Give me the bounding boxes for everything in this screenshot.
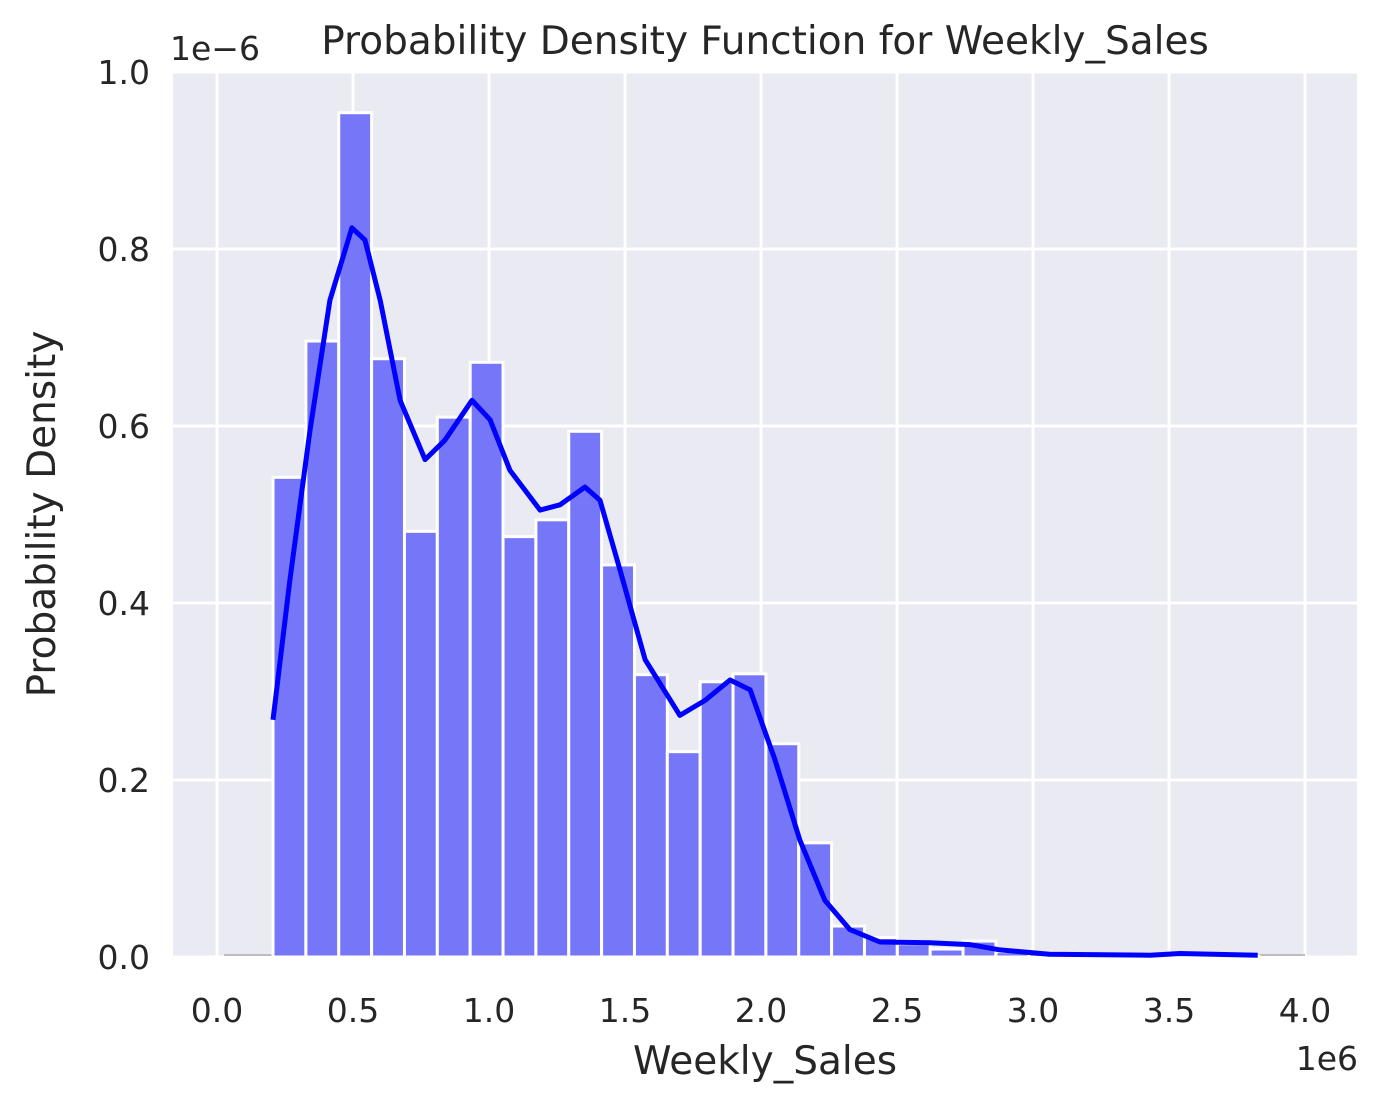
x-axis-label: Weekly_Sales <box>633 1039 897 1084</box>
histogram-bar <box>895 942 932 959</box>
histogram-bar <box>567 429 604 959</box>
histogram-bar <box>304 339 341 959</box>
y-tick-label: 0.6 <box>98 407 150 446</box>
chart-title: Probability Density Function for Weekly_… <box>321 19 1209 64</box>
kde-curve <box>270 225 1258 958</box>
x-tick-label: 3.5 <box>1143 991 1195 1030</box>
x-tick-label: 2.0 <box>735 991 787 1030</box>
histogram-bar <box>632 673 669 959</box>
x-tick-label: 1.0 <box>463 991 515 1030</box>
histogram-bar <box>665 750 702 959</box>
histogram-bar <box>402 529 439 959</box>
histogram-bar <box>534 518 571 959</box>
histogram-bars <box>271 111 1261 959</box>
y-tick-label: 0.8 <box>98 230 150 269</box>
y-offset-label: 1e−6 <box>170 29 260 68</box>
y-tick-label: 1.0 <box>98 53 150 92</box>
histogram-bar <box>501 535 538 959</box>
y-tick-label: 0.2 <box>98 761 150 800</box>
y-tick-label: 0.0 <box>98 938 150 977</box>
y-axis-label: Probability Density <box>20 331 65 698</box>
y-tick-labels: 0.0 0.2 0.4 0.6 0.8 1.0 <box>98 53 150 977</box>
histogram-bar <box>698 680 735 959</box>
histogram-bar <box>370 357 406 959</box>
x-offset-label: 1e6 <box>1296 1039 1358 1078</box>
x-tick-labels: 0.0 0.5 1.0 1.5 2.0 2.5 3.0 3.5 4.0 <box>191 991 1331 1030</box>
x-tick-label: 4.0 <box>1279 991 1331 1030</box>
x-tick-label: 2.5 <box>871 991 923 1030</box>
x-tick-label: 0.0 <box>191 991 243 1030</box>
x-tick-label: 1.5 <box>599 991 651 1030</box>
histogram-bar <box>928 947 965 959</box>
histogram-bar <box>271 475 308 959</box>
histogram-bar <box>435 415 472 959</box>
x-tick-label: 3.0 <box>1007 991 1059 1030</box>
y-tick-label: 0.4 <box>98 584 150 623</box>
histogram-bar <box>600 563 636 959</box>
x-tick-label: 0.5 <box>327 991 379 1030</box>
histogram-bar <box>468 360 505 959</box>
